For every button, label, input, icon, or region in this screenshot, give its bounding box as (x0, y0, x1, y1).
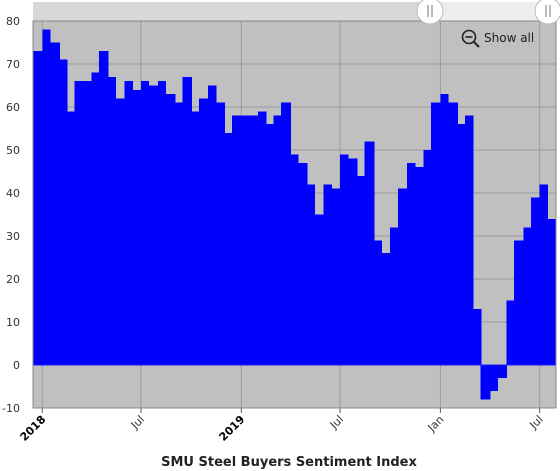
series-step-11 (124, 81, 133, 365)
series-step-24 (232, 115, 242, 365)
series-step-47 (423, 150, 432, 365)
series-step-4 (66, 111, 76, 365)
series-step-58 (514, 240, 524, 365)
range-handle-left[interactable] (416, 0, 444, 25)
zoom-out-magnifier-icon (461, 29, 480, 48)
series-step-59 (523, 227, 532, 365)
x-tick-label: 2019 (217, 413, 248, 444)
x-tick-label: Jul (128, 413, 147, 432)
y-tick-label: 60 (6, 101, 20, 114)
series-step-31 (290, 154, 299, 365)
series-step-43 (390, 227, 399, 365)
series-step-28 (265, 124, 275, 365)
series-step-38 (347, 158, 358, 365)
x-tick-label: 2018 (18, 413, 49, 444)
series-step-14 (148, 85, 159, 365)
series-step-8 (98, 51, 109, 365)
series-step-44 (397, 188, 408, 365)
series-step-9 (107, 76, 116, 366)
series-step-56 (497, 365, 507, 378)
series-step-22 (215, 102, 226, 365)
series-step-5 (74, 81, 83, 365)
x-axis: 2018 Jul 2019 Jul Jan Jul (18, 408, 546, 444)
series-step-12 (132, 89, 142, 366)
series-step-2 (49, 42, 60, 365)
series-area-layer (33, 29, 557, 400)
series-step-60 (530, 197, 541, 365)
series-step-37 (340, 154, 349, 365)
range-navigator[interactable] (33, 2, 556, 21)
y-tick-label: 80 (6, 15, 20, 28)
series-step-18 (182, 76, 192, 366)
y-tick-label: 20 (6, 273, 20, 286)
y-axis: -10 0 10 20 30 40 50 60 70 80 (2, 15, 20, 415)
series-step-50 (448, 102, 458, 365)
series-step-57 (506, 300, 515, 365)
series-step-52 (464, 115, 474, 365)
show-all-button[interactable]: Show all (461, 29, 535, 48)
series-step-62 (547, 218, 557, 365)
series-step-39 (356, 175, 366, 365)
y-tick-label: 70 (6, 58, 20, 71)
series-step-23 (224, 132, 233, 365)
series-step-26 (248, 115, 259, 365)
y-tick-label: 30 (6, 230, 20, 243)
series-step-48 (431, 102, 441, 365)
y-tick-label: 0 (13, 359, 20, 372)
x-tick-label: Jan (425, 413, 447, 435)
range-handle-right[interactable] (534, 0, 560, 25)
series-step-25 (241, 115, 250, 365)
series-step-32 (298, 162, 308, 365)
series-step-36 (331, 188, 341, 365)
show-all-label[interactable]: Show all (484, 31, 534, 45)
series-step-29 (273, 115, 282, 365)
series-step-61 (539, 184, 548, 365)
x-tick-label: Jul (327, 413, 346, 432)
series-step-51 (457, 124, 466, 365)
series-step-34 (314, 214, 325, 365)
series-step-33 (306, 184, 316, 365)
series-step-35 (323, 184, 332, 365)
series-step-10 (115, 98, 126, 366)
series-step-42 (381, 253, 391, 365)
y-tick-label: -10 (2, 402, 20, 415)
series-step-27 (258, 111, 267, 365)
plot-border (32, 20, 557, 409)
x-tick-label: Jul (526, 413, 545, 432)
series-step-45 (407, 162, 416, 365)
series-step-41 (373, 240, 383, 365)
series-step-40 (364, 141, 375, 365)
series-step-1 (42, 29, 51, 365)
series-step-6 (82, 81, 92, 365)
series-step-16 (165, 94, 176, 365)
x-axis-title: SMU Steel Buyers Sentiment Index (161, 455, 417, 470)
series-step-17 (174, 102, 184, 365)
y-tick-label: 40 (6, 187, 20, 200)
series-step-20 (198, 98, 209, 366)
series-step-46 (414, 167, 425, 365)
y-tick-label: 50 (6, 144, 20, 157)
series-step-55 (490, 365, 499, 391)
series-step-13 (140, 81, 150, 365)
navigator-selection[interactable] (430, 2, 556, 21)
series-step-49 (440, 94, 449, 365)
series-step-19 (191, 111, 200, 365)
series-step-21 (208, 85, 217, 365)
series-step-0 (33, 51, 43, 365)
y-tick-label: 10 (6, 316, 20, 329)
series-step-54 (480, 365, 491, 400)
series-step-53 (473, 309, 482, 365)
series-step-30 (281, 102, 292, 365)
series-step-7 (91, 72, 100, 365)
series-step-3 (59, 59, 68, 365)
series-step-15 (157, 81, 167, 365)
